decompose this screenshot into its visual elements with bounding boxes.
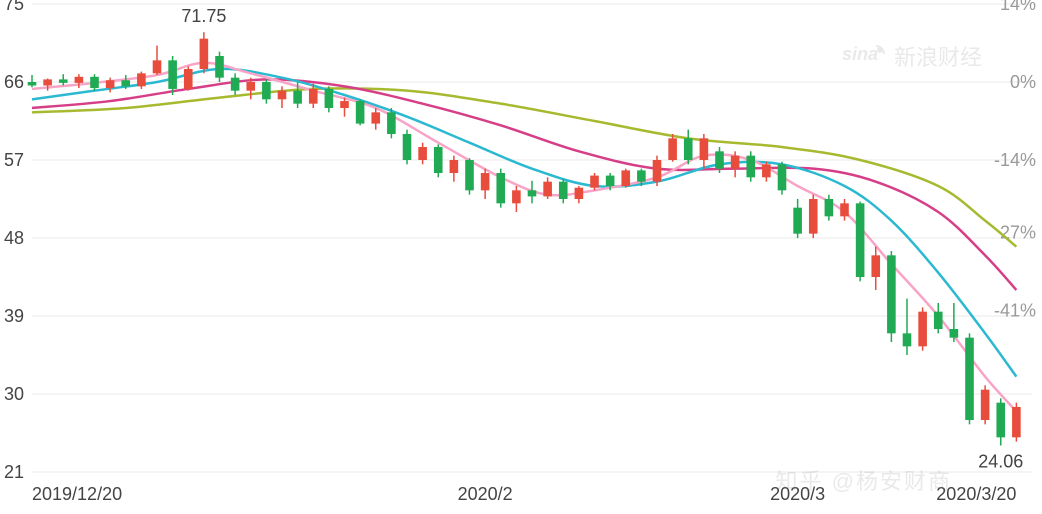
candle-body bbox=[1012, 407, 1021, 437]
candle-body bbox=[200, 39, 209, 69]
x-axis-tick: 2019/12/20 bbox=[32, 484, 122, 504]
y-axis-tick-right: -14% bbox=[994, 150, 1036, 170]
candle-body bbox=[700, 138, 709, 160]
ma-line bbox=[32, 63, 1016, 411]
candle-body bbox=[231, 78, 240, 91]
y-axis-tick-right: -41% bbox=[994, 300, 1036, 320]
candle-body bbox=[590, 176, 599, 188]
y-axis-tick-right: 14% bbox=[1000, 0, 1036, 14]
y-axis-tick-left: 21 bbox=[4, 462, 24, 482]
candle-body bbox=[278, 91, 287, 100]
candle-body bbox=[996, 403, 1005, 438]
candle-body bbox=[246, 82, 255, 91]
chart-svg: 75 66 57 48 39 30 21 14% 0% -14% 27% -41% 2019/12/20… bbox=[0, 0, 1042, 514]
candle-body bbox=[434, 147, 443, 173]
candle-body bbox=[512, 190, 521, 203]
candle-body bbox=[184, 69, 193, 89]
candle-body bbox=[715, 151, 724, 168]
candle-body bbox=[668, 138, 677, 160]
candle-body bbox=[621, 170, 630, 186]
candle-body bbox=[856, 203, 865, 277]
ma-line bbox=[32, 69, 1016, 377]
candle-body bbox=[371, 112, 380, 123]
candle-body bbox=[59, 79, 68, 82]
candle-body bbox=[137, 73, 146, 86]
candle-body bbox=[887, 255, 896, 333]
candle-body bbox=[309, 89, 318, 104]
candle-body bbox=[825, 199, 834, 216]
candle-body bbox=[325, 89, 334, 108]
candle-body bbox=[762, 164, 771, 177]
candle-body bbox=[481, 173, 490, 190]
candle-body bbox=[75, 77, 84, 83]
candle-body bbox=[106, 80, 115, 88]
candle-body bbox=[778, 164, 787, 190]
y-axis-tick-left: 30 bbox=[4, 384, 24, 404]
y-axis-tick-left: 57 bbox=[4, 150, 24, 170]
annotation-low: 24.06 bbox=[978, 451, 1023, 471]
candle-body bbox=[496, 173, 505, 203]
y-axis-tick-left: 66 bbox=[4, 72, 24, 92]
candle-body bbox=[43, 79, 52, 85]
candle-body bbox=[965, 338, 974, 420]
y-axis-tick-right: 27% bbox=[1000, 222, 1036, 242]
candle-body bbox=[746, 156, 755, 178]
y-axis-tick-left: 39 bbox=[4, 306, 24, 326]
x-axis-tick: 2020/2 bbox=[458, 484, 513, 504]
x-axis-tick: 2020/3 bbox=[770, 484, 825, 504]
annotation-high: 71.75 bbox=[181, 6, 226, 26]
candle-body bbox=[121, 80, 130, 86]
candle-body bbox=[684, 138, 693, 160]
candle-body bbox=[809, 199, 818, 234]
x-axis-tick: 2020/3/20 bbox=[936, 484, 1016, 504]
candle-body bbox=[387, 112, 396, 134]
y-axis-tick-left: 48 bbox=[4, 228, 24, 248]
candle-body bbox=[653, 160, 662, 182]
candle-body bbox=[903, 333, 912, 346]
candle-body bbox=[950, 329, 959, 338]
candle-body bbox=[90, 77, 99, 88]
candle-body bbox=[418, 147, 427, 160]
candle-body bbox=[465, 160, 474, 190]
candle-body bbox=[606, 176, 615, 186]
candle-body bbox=[28, 82, 37, 85]
candle-body bbox=[450, 160, 459, 173]
candle-body bbox=[871, 255, 880, 277]
candle-body bbox=[528, 190, 537, 196]
candle-body bbox=[340, 101, 349, 108]
candle-body bbox=[168, 60, 177, 89]
candle-body bbox=[575, 188, 584, 199]
candle-body bbox=[215, 56, 224, 78]
candle-body bbox=[793, 208, 802, 234]
candle-body bbox=[637, 170, 646, 181]
ma-line bbox=[32, 88, 1016, 246]
ma-line bbox=[32, 79, 1016, 290]
candle-body bbox=[153, 60, 162, 73]
candle-body bbox=[403, 134, 412, 160]
y-axis-tick-left: 75 bbox=[4, 0, 24, 14]
candle-body bbox=[840, 203, 849, 216]
candle-body bbox=[356, 101, 365, 124]
candlestick-chart: 75 66 57 48 39 30 21 14% 0% -14% 27% -41% 2019/12/20… bbox=[0, 0, 1042, 514]
candle-body bbox=[262, 82, 271, 99]
candle-body bbox=[981, 390, 990, 420]
candle-body bbox=[918, 312, 927, 347]
candle-body bbox=[934, 312, 943, 329]
y-axis-tick-right: 0% bbox=[1010, 72, 1036, 92]
candle-body bbox=[293, 91, 302, 104]
candle-body bbox=[543, 182, 552, 197]
candle-body bbox=[731, 156, 740, 169]
candle-body bbox=[559, 182, 568, 199]
